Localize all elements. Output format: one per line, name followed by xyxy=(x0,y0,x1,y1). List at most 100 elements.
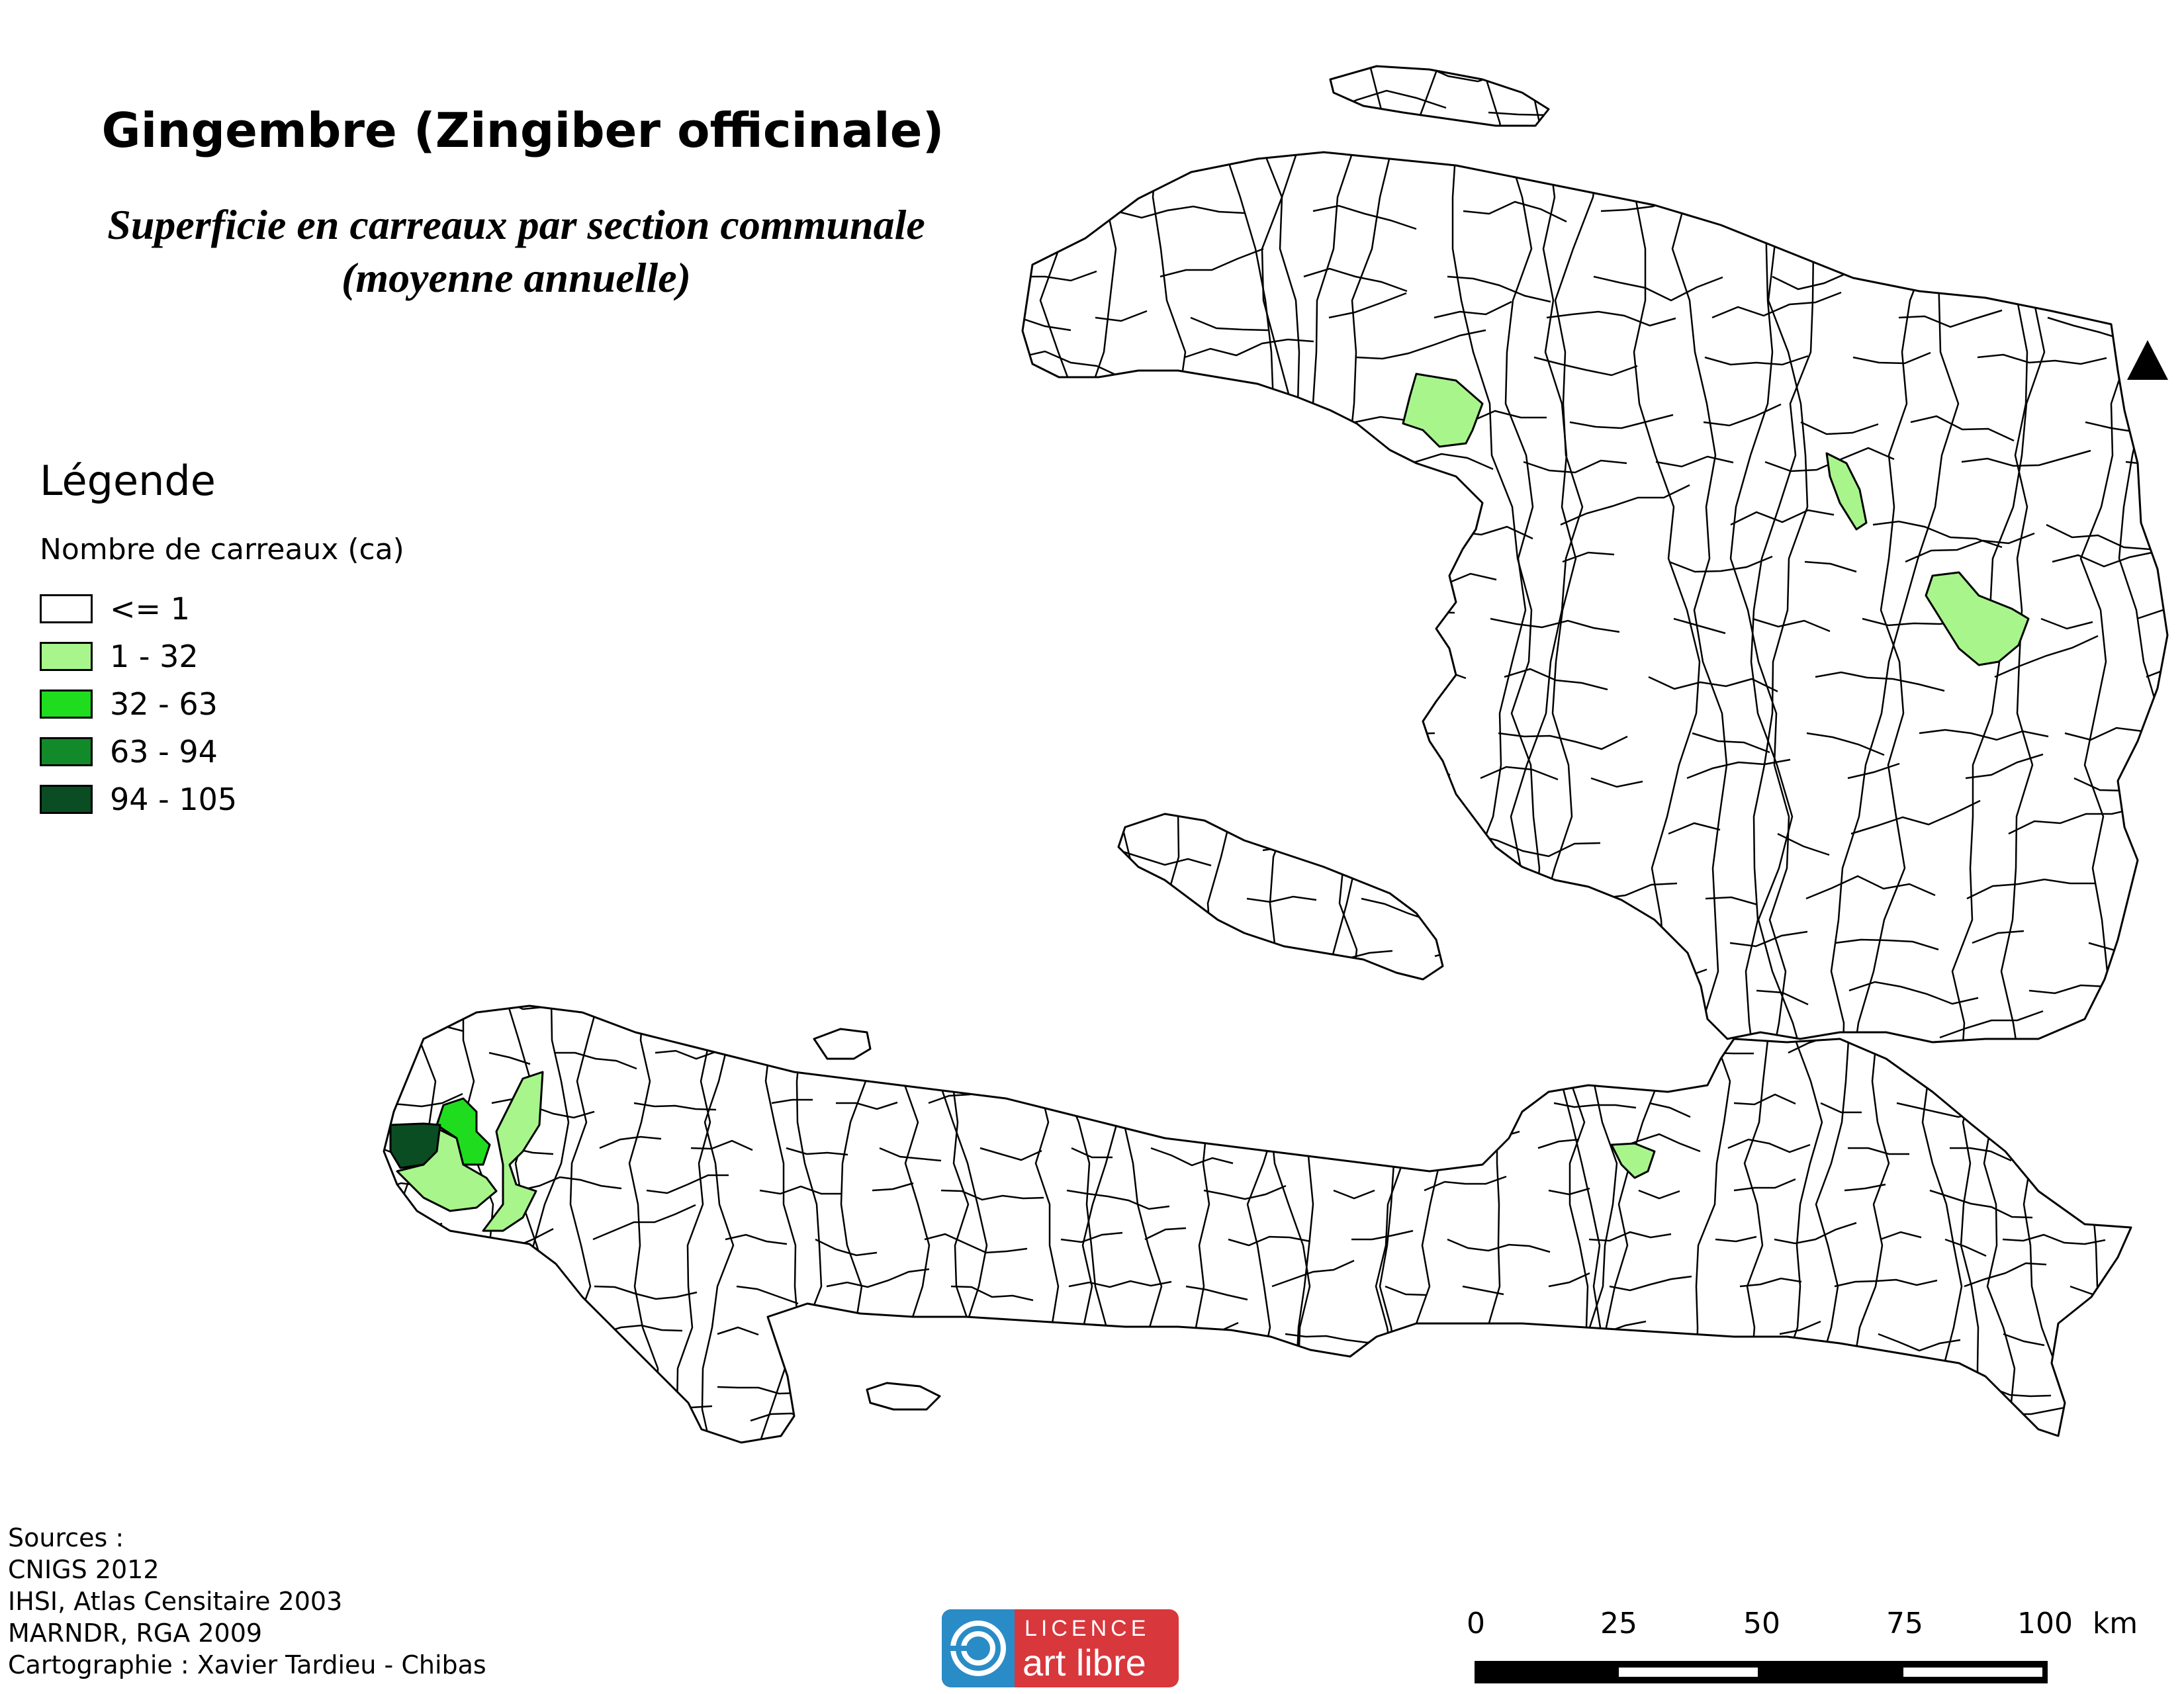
section-boundary xyxy=(1424,1175,1507,1192)
section-boundary xyxy=(1312,204,1417,230)
section-boundary xyxy=(1648,676,1778,693)
section-boundary xyxy=(1469,410,1547,424)
section-boundary xyxy=(1711,291,1842,319)
section-boundary xyxy=(1548,1272,1590,1288)
section-boundary xyxy=(1356,329,1486,360)
section-boundary xyxy=(1961,449,2091,467)
section-boundary xyxy=(1007,1331,1111,1339)
section-boundary xyxy=(815,1238,878,1257)
section-boundary xyxy=(1929,1189,2033,1219)
section-boundary xyxy=(518,1176,622,1192)
section-boundary xyxy=(1346,760,1451,780)
section-boundary xyxy=(1219,560,1349,580)
source-line: MARNDR, RGA 2009 xyxy=(8,1619,263,1648)
north-arrow-icon xyxy=(2127,340,2168,380)
section-boundary xyxy=(1638,1189,1680,1200)
section-boundary xyxy=(1645,1380,1749,1397)
section-boundary xyxy=(555,1051,637,1070)
section-boundary xyxy=(1095,310,1148,322)
section-boundary xyxy=(2003,1333,2045,1347)
legend-swatch xyxy=(40,785,93,814)
section-boundary xyxy=(1917,1051,1959,1063)
legend-label: 63 - 94 xyxy=(110,734,218,770)
section-boundary xyxy=(1835,938,1939,951)
legend-item: 63 - 94 xyxy=(40,734,218,770)
section-boundary xyxy=(384,1328,484,1339)
section-boundary xyxy=(1131,107,1234,146)
section-boundary xyxy=(1815,671,1945,692)
section-boundary xyxy=(690,1139,753,1151)
section-boundary xyxy=(1686,758,1791,780)
section-boundary xyxy=(1328,292,1407,319)
section-boundary xyxy=(1118,849,1212,867)
section-boundary xyxy=(1071,1147,1113,1159)
section-boundary xyxy=(1238,633,1369,678)
section-boundary xyxy=(950,1285,1034,1302)
section-boundary xyxy=(1066,1189,1170,1210)
section-boundary xyxy=(1490,617,1620,633)
source-line: CNIGS 2012 xyxy=(8,1555,159,1584)
section-boundary xyxy=(1480,66,1514,126)
section-boundary xyxy=(786,1147,848,1156)
section-boundary xyxy=(1023,650,1123,678)
section-boundary xyxy=(2023,195,2128,212)
section-boundary xyxy=(1435,1419,1478,1429)
section-boundary xyxy=(1848,981,1979,1005)
section-boundary xyxy=(1850,799,1981,835)
legend-label: <= 1 xyxy=(110,591,190,627)
section-boundary xyxy=(1880,1231,1922,1241)
section-boundary xyxy=(1208,431,1338,463)
section-boundary xyxy=(1498,732,1628,750)
section-boundary xyxy=(1249,814,1297,817)
source-line: Cartographie : Xavier Tardieu - Chibas xyxy=(8,1650,486,1679)
section-boundary xyxy=(1910,415,2015,442)
section-boundary xyxy=(1210,987,1313,999)
section-boundary xyxy=(1560,484,1690,526)
section-class-94-105-grandanse xyxy=(389,1122,441,1169)
section-boundary xyxy=(1820,1102,1862,1114)
section-boundary xyxy=(1962,246,2093,278)
gonave-island xyxy=(1117,813,1444,981)
section-boundary xyxy=(1504,668,1608,691)
section-boundary xyxy=(1805,875,1936,900)
section-boundary xyxy=(335,999,381,1450)
licence-bottom-text: art libre xyxy=(1023,1642,1146,1683)
licence-art-libre-logo: LICENCE art libre xyxy=(942,1609,1179,1687)
section-boundary xyxy=(1804,560,1857,573)
section-class-1-32-grandanse-a xyxy=(482,1071,544,1232)
section-boundary xyxy=(717,1326,759,1336)
section-boundary xyxy=(1023,437,1148,463)
scale-tick-label: 25 xyxy=(1600,1608,1637,1640)
legend-swatch xyxy=(40,642,93,671)
section-boundary xyxy=(1668,822,1721,835)
section-boundary xyxy=(2161,871,2167,900)
section-boundary xyxy=(991,1051,1034,1069)
section-boundary xyxy=(599,1136,662,1149)
section-boundary xyxy=(1633,152,1701,1042)
section-boundary xyxy=(1533,152,1586,154)
section-boundary xyxy=(756,1006,799,1443)
section-boundary xyxy=(1627,152,1757,161)
section-boundary xyxy=(1806,732,1885,756)
section-boundary xyxy=(1911,1419,1953,1432)
section-class-1-32-west xyxy=(1610,1142,1656,1179)
section-boundary xyxy=(1150,1147,1234,1167)
section-boundary xyxy=(1668,555,1773,573)
section-boundary xyxy=(771,1098,813,1104)
section-boundary xyxy=(1144,1227,1187,1241)
section-boundary xyxy=(1224,952,1271,962)
section-boundary xyxy=(1844,1183,1886,1192)
section-boundary xyxy=(1190,316,1269,332)
map-subtitle: Superficie en carreaux par section commu… xyxy=(0,199,1032,304)
section-boundary xyxy=(1569,414,1674,429)
section-boundary xyxy=(1406,1102,1510,1118)
south-peninsula xyxy=(383,1004,2132,1444)
section-boundary xyxy=(836,1101,898,1110)
legend-subheading: Nombre de carreaux (ca) xyxy=(40,533,404,566)
section-boundary xyxy=(2085,421,2138,433)
section-boundary xyxy=(1480,766,1559,781)
section-boundary xyxy=(1184,338,1314,359)
section-boundary xyxy=(2109,1051,2131,1057)
section-boundary xyxy=(1342,1028,1446,1042)
